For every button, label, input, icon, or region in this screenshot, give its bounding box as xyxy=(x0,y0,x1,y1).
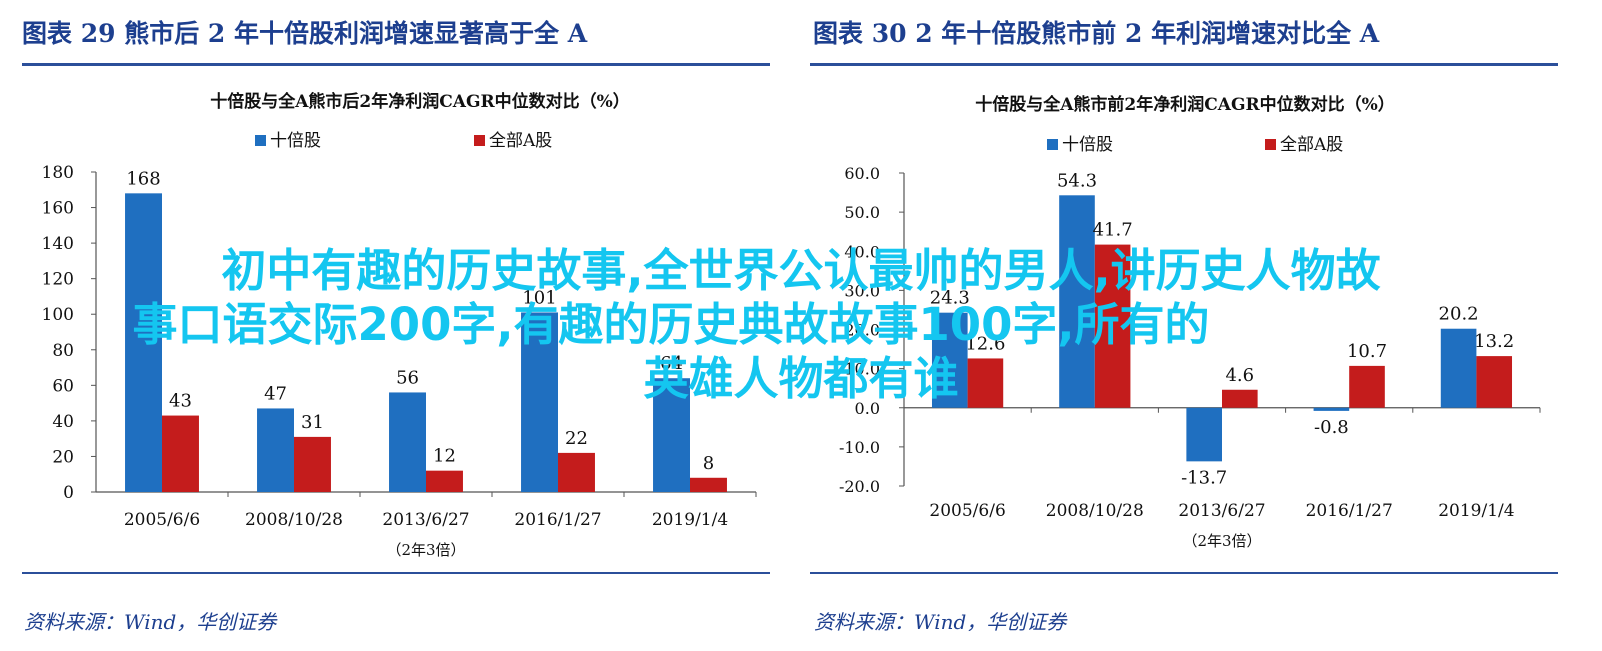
y-tick-label-left-8: 160 xyxy=(42,199,74,219)
legend-swatch-left-0 xyxy=(255,135,266,146)
legend-label-right-1: 全部A股 xyxy=(1280,135,1343,155)
footer-rule-left xyxy=(22,572,770,574)
data-label-left-s0-1: 47 xyxy=(264,383,287,404)
bar-left-s1-2 xyxy=(426,470,463,492)
bar-right-s1-0 xyxy=(967,358,1004,408)
data-label-right-s0-0: 24.3 xyxy=(930,288,970,309)
y-tick-label-left-2: 40 xyxy=(52,412,74,432)
figure-title-left: 图表 29 熊市后 2 年十倍股利润增速显著高于全 A xyxy=(22,19,588,48)
x-tick-label-left-4: 2019/1/4 xyxy=(652,510,728,530)
bar-right-s1-1 xyxy=(1094,244,1131,408)
y-tick-label-right-0: -20.0 xyxy=(839,477,880,496)
bar-left-s1-3 xyxy=(558,452,595,492)
header-rule-left xyxy=(22,63,770,66)
overlay-text-line-1: 初中有趣的历史故事,全世界公认最帅的男人,讲历史人物故 xyxy=(221,244,1381,297)
overlay-text-line-3: 英雄人物都有谁 xyxy=(643,352,959,405)
overlay-text-line-2: 事口语交际200字,有趣的历史典故故事100字,所有的 xyxy=(132,298,1210,351)
footer-rule-right xyxy=(810,572,1558,574)
chart-title-left: 十倍股与全A熊市后2年净利润CAGR中位数对比（%） xyxy=(210,91,630,112)
legend-label-right-0: 十倍股 xyxy=(1062,135,1113,155)
y-tick-label-left-7: 140 xyxy=(42,234,74,254)
data-label-left-s0-0: 168 xyxy=(126,168,160,189)
y-tick-label-right-3: 10.0 xyxy=(844,360,880,379)
bar-left-s1-1 xyxy=(294,436,331,492)
data-label-right-s1-0: 12.6 xyxy=(965,333,1005,354)
y-tick-label-right-2: 0.0 xyxy=(855,399,880,418)
data-label-left-s1-3: 22 xyxy=(565,428,588,449)
bar-left-s0-1 xyxy=(257,408,294,492)
source-note-right: 资料来源：Wind，华创证券 xyxy=(814,610,1067,634)
x-tick-label-right-4: 2019/1/4 xyxy=(1438,501,1514,521)
bar-right-s0-2 xyxy=(1186,407,1222,462)
data-label-left-s0-4: 64 xyxy=(660,353,683,374)
header-rule-right xyxy=(810,63,1558,66)
x-tick-label-left-3: 2016/1/27 xyxy=(514,510,601,530)
x-tick-label-right-0: 2005/6/6 xyxy=(929,501,1005,521)
data-label-right-s0-2: -13.7 xyxy=(1181,467,1227,488)
y-tick-label-right-1: -10.0 xyxy=(839,438,880,457)
bar-right-s0-4 xyxy=(1440,328,1477,408)
source-note-left: 资料来源：Wind，华创证券 xyxy=(24,610,277,634)
data-label-left-s1-1: 31 xyxy=(301,412,324,433)
y-tick-label-right-7: 50.0 xyxy=(844,203,880,222)
data-label-right-s1-2: 4.6 xyxy=(1225,365,1254,386)
y-tick-label-left-4: 80 xyxy=(52,341,74,361)
y-tick-label-right-8: 60.0 xyxy=(844,164,880,183)
data-label-right-s1-4: 13.2 xyxy=(1474,331,1514,352)
bar-right-s1-2 xyxy=(1222,389,1258,408)
bar-right-s0-1 xyxy=(1059,195,1095,408)
data-label-right-s0-4: 20.2 xyxy=(1439,304,1479,325)
bar-left-s0-0 xyxy=(125,193,162,493)
bar-left-s1-0 xyxy=(162,415,199,492)
chart-note-right: （2年3倍） xyxy=(1182,532,1261,550)
data-label-left-s1-2: 12 xyxy=(433,446,456,467)
x-tick-label-left-1: 2008/10/28 xyxy=(245,510,343,530)
data-label-left-s0-2: 56 xyxy=(396,367,419,388)
bar-right-s0-0 xyxy=(931,312,968,408)
x-tick-label-left-2: 2013/6/27 xyxy=(382,510,469,530)
bar-right-s0-3 xyxy=(1313,407,1350,411)
chart-note-left: （2年3倍） xyxy=(386,541,465,559)
bar-left-s0-2 xyxy=(389,392,426,492)
bar-left-s1-4 xyxy=(690,477,727,492)
legend-swatch-right-0 xyxy=(1047,139,1058,150)
legend-label-left-0: 十倍股 xyxy=(270,131,321,151)
bar-right-s1-3 xyxy=(1349,365,1385,408)
data-label-right-s1-1: 41.7 xyxy=(1093,220,1133,241)
y-tick-label-right-4: 20.0 xyxy=(844,321,880,340)
y-tick-label-left-5: 100 xyxy=(42,305,74,325)
data-label-left-s1-4: 8 xyxy=(703,453,714,474)
x-tick-label-left-0: 2005/6/6 xyxy=(124,510,200,530)
y-tick-label-left-1: 20 xyxy=(52,447,74,467)
legend-label-left-1: 全部A股 xyxy=(489,131,552,151)
x-tick-label-right-2: 2013/6/27 xyxy=(1178,501,1265,521)
bar-left-s0-4 xyxy=(653,378,690,492)
bar-right-s1-4 xyxy=(1476,356,1513,408)
data-label-right-s0-3: -0.8 xyxy=(1314,417,1349,438)
y-tick-label-right-6: 40.0 xyxy=(844,242,880,261)
data-label-right-s1-3: 10.7 xyxy=(1347,341,1387,362)
y-tick-label-left-0: 0 xyxy=(63,483,74,503)
y-tick-label-right-5: 30.0 xyxy=(844,281,880,300)
x-tick-label-right-3: 2016/1/27 xyxy=(1306,501,1393,521)
data-label-left-s1-0: 43 xyxy=(169,391,192,412)
y-tick-label-left-3: 60 xyxy=(52,376,74,396)
x-tick-label-right-1: 2008/10/28 xyxy=(1046,501,1144,521)
data-label-left-s0-3: 101 xyxy=(522,287,556,308)
data-label-right-s0-1: 54.3 xyxy=(1057,170,1097,191)
figure-title-right: 图表 30 2 年十倍股熊市前 2 年利润增速对比全 A xyxy=(813,19,1380,48)
legend-swatch-left-1 xyxy=(474,135,485,146)
legend-swatch-right-1 xyxy=(1265,139,1276,150)
y-tick-label-left-9: 180 xyxy=(42,163,74,183)
bar-left-s0-3 xyxy=(521,312,558,492)
chart-title-right: 十倍股与全A熊市前2年净利润CAGR中位数对比（%） xyxy=(975,94,1395,115)
y-tick-label-left-6: 120 xyxy=(42,270,74,290)
